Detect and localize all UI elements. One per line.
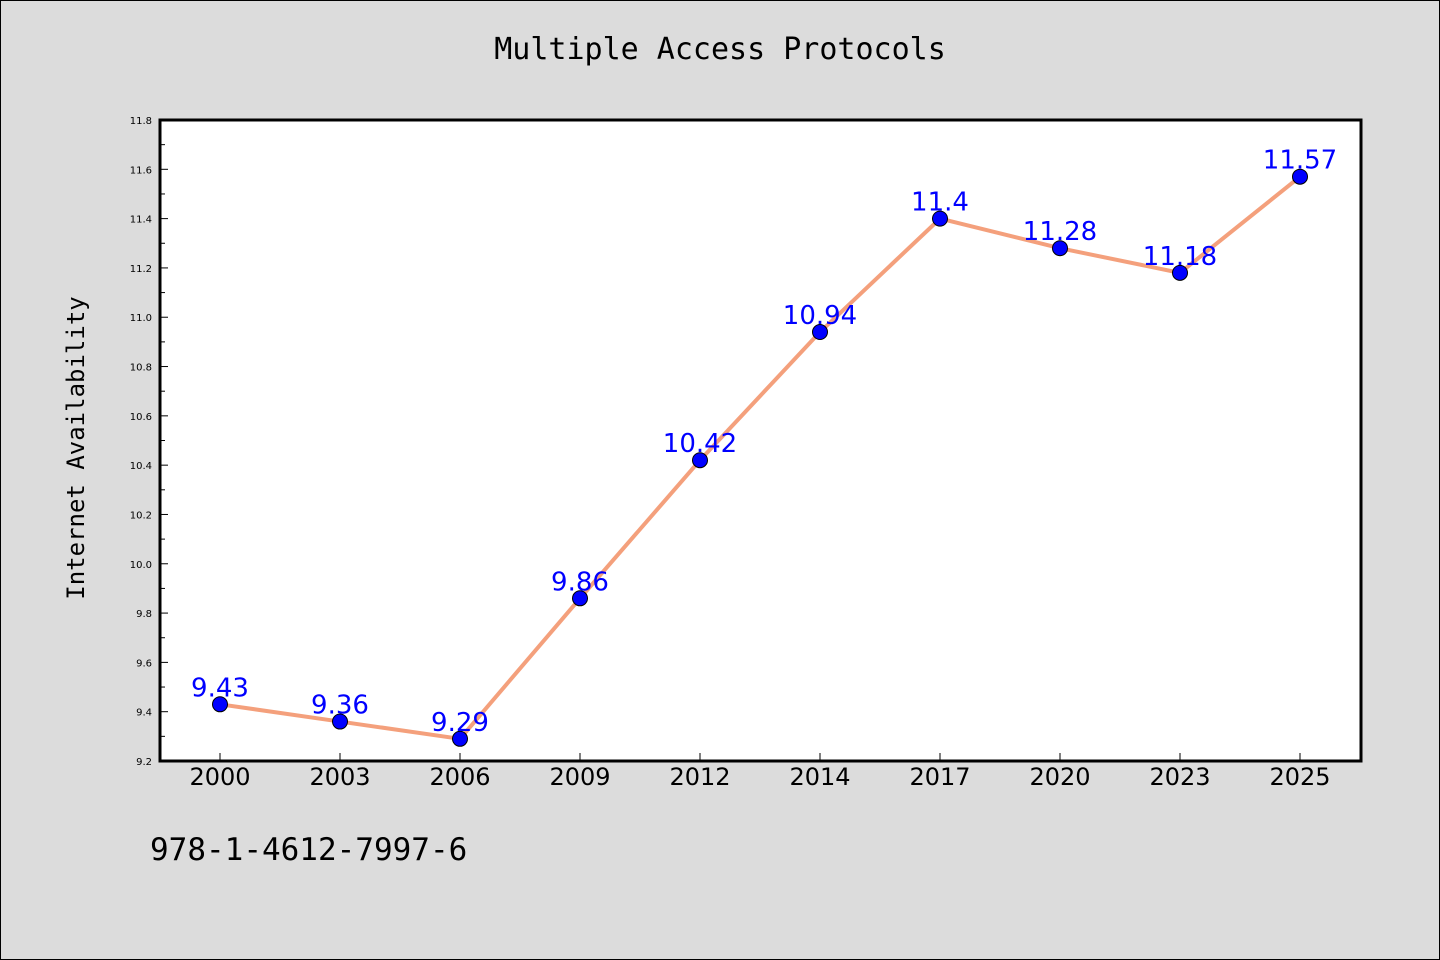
y-tick-label: 11.8 [130,116,152,127]
y-tick-label: 9.2 [136,757,152,768]
data-point [932,210,948,227]
x-tick-label: 2009 [549,763,610,791]
y-tick-label: 9.6 [136,658,152,669]
data-point [212,696,228,713]
x-tick-label: 2014 [789,763,850,791]
x-tick-label: 2006 [429,763,490,791]
data-point [332,713,348,730]
y-tick-label: 10.6 [130,412,152,423]
data-point [692,452,708,469]
data-labels-group: 9.43 9.36 9.29 9.86 10.42 10.94 11.4 11.28 11.18… [191,146,1337,738]
y-tick-label: 9.4 [136,708,152,719]
x-tick-label: 2025 [1269,763,1330,791]
series-line [219,175,1302,741]
data-point [812,324,828,341]
x-tick-label: 2023 [1149,763,1210,791]
data-label: 11.57 [1263,146,1337,176]
data-label: 11.28 [1023,217,1097,247]
x-axis-ticks: 2000 2003 2006 2009 2012 2014 2017 2020 2023 2025 [189,753,1331,791]
y-tick-label: 11.2 [130,264,152,275]
data-point [452,730,468,747]
y-tick-label: 11.6 [130,165,152,176]
y-tick-label: 11.0 [130,313,152,324]
x-tick-label: 2020 [1029,763,1090,791]
data-point [1052,240,1068,257]
x-tick-label: 2012 [669,763,730,791]
plot-area [158,118,1363,763]
data-label: 9.43 [191,673,249,703]
y-tick-label: 10.4 [130,461,152,472]
data-label: 11.4 [911,188,969,218]
data-label: 10.42 [663,429,737,459]
y-tick-label: 11.4 [130,215,152,226]
y-axis-ticks: 9.2 9.4 9.6 9.8 10.0 10.2 10.4 10.6 10.8 11.0 11.2… [130,116,168,768]
x-tick-label: 2000 [189,763,250,791]
data-label: 9.29 [431,708,489,738]
data-label: 11.18 [1143,242,1217,272]
y-tick-label: 10.2 [130,510,152,521]
y-tick-label: 10.0 [130,560,152,571]
data-label: 10.94 [783,301,857,331]
y-tick-label: 9.8 [136,609,152,620]
data-label: 9.86 [551,567,609,597]
chart-title: Multiple Access Protocols [494,32,946,67]
x-tick-label: 2017 [909,763,970,791]
data-point [1172,264,1188,281]
data-label: 9.36 [311,691,369,721]
footer-code: 978-1-4612-7997-6 [150,832,468,868]
series-group [212,168,1308,747]
data-point [1292,168,1308,185]
x-tick-label: 2003 [309,763,370,791]
y-tick-label: 10.8 [130,363,152,374]
data-point [572,590,588,607]
